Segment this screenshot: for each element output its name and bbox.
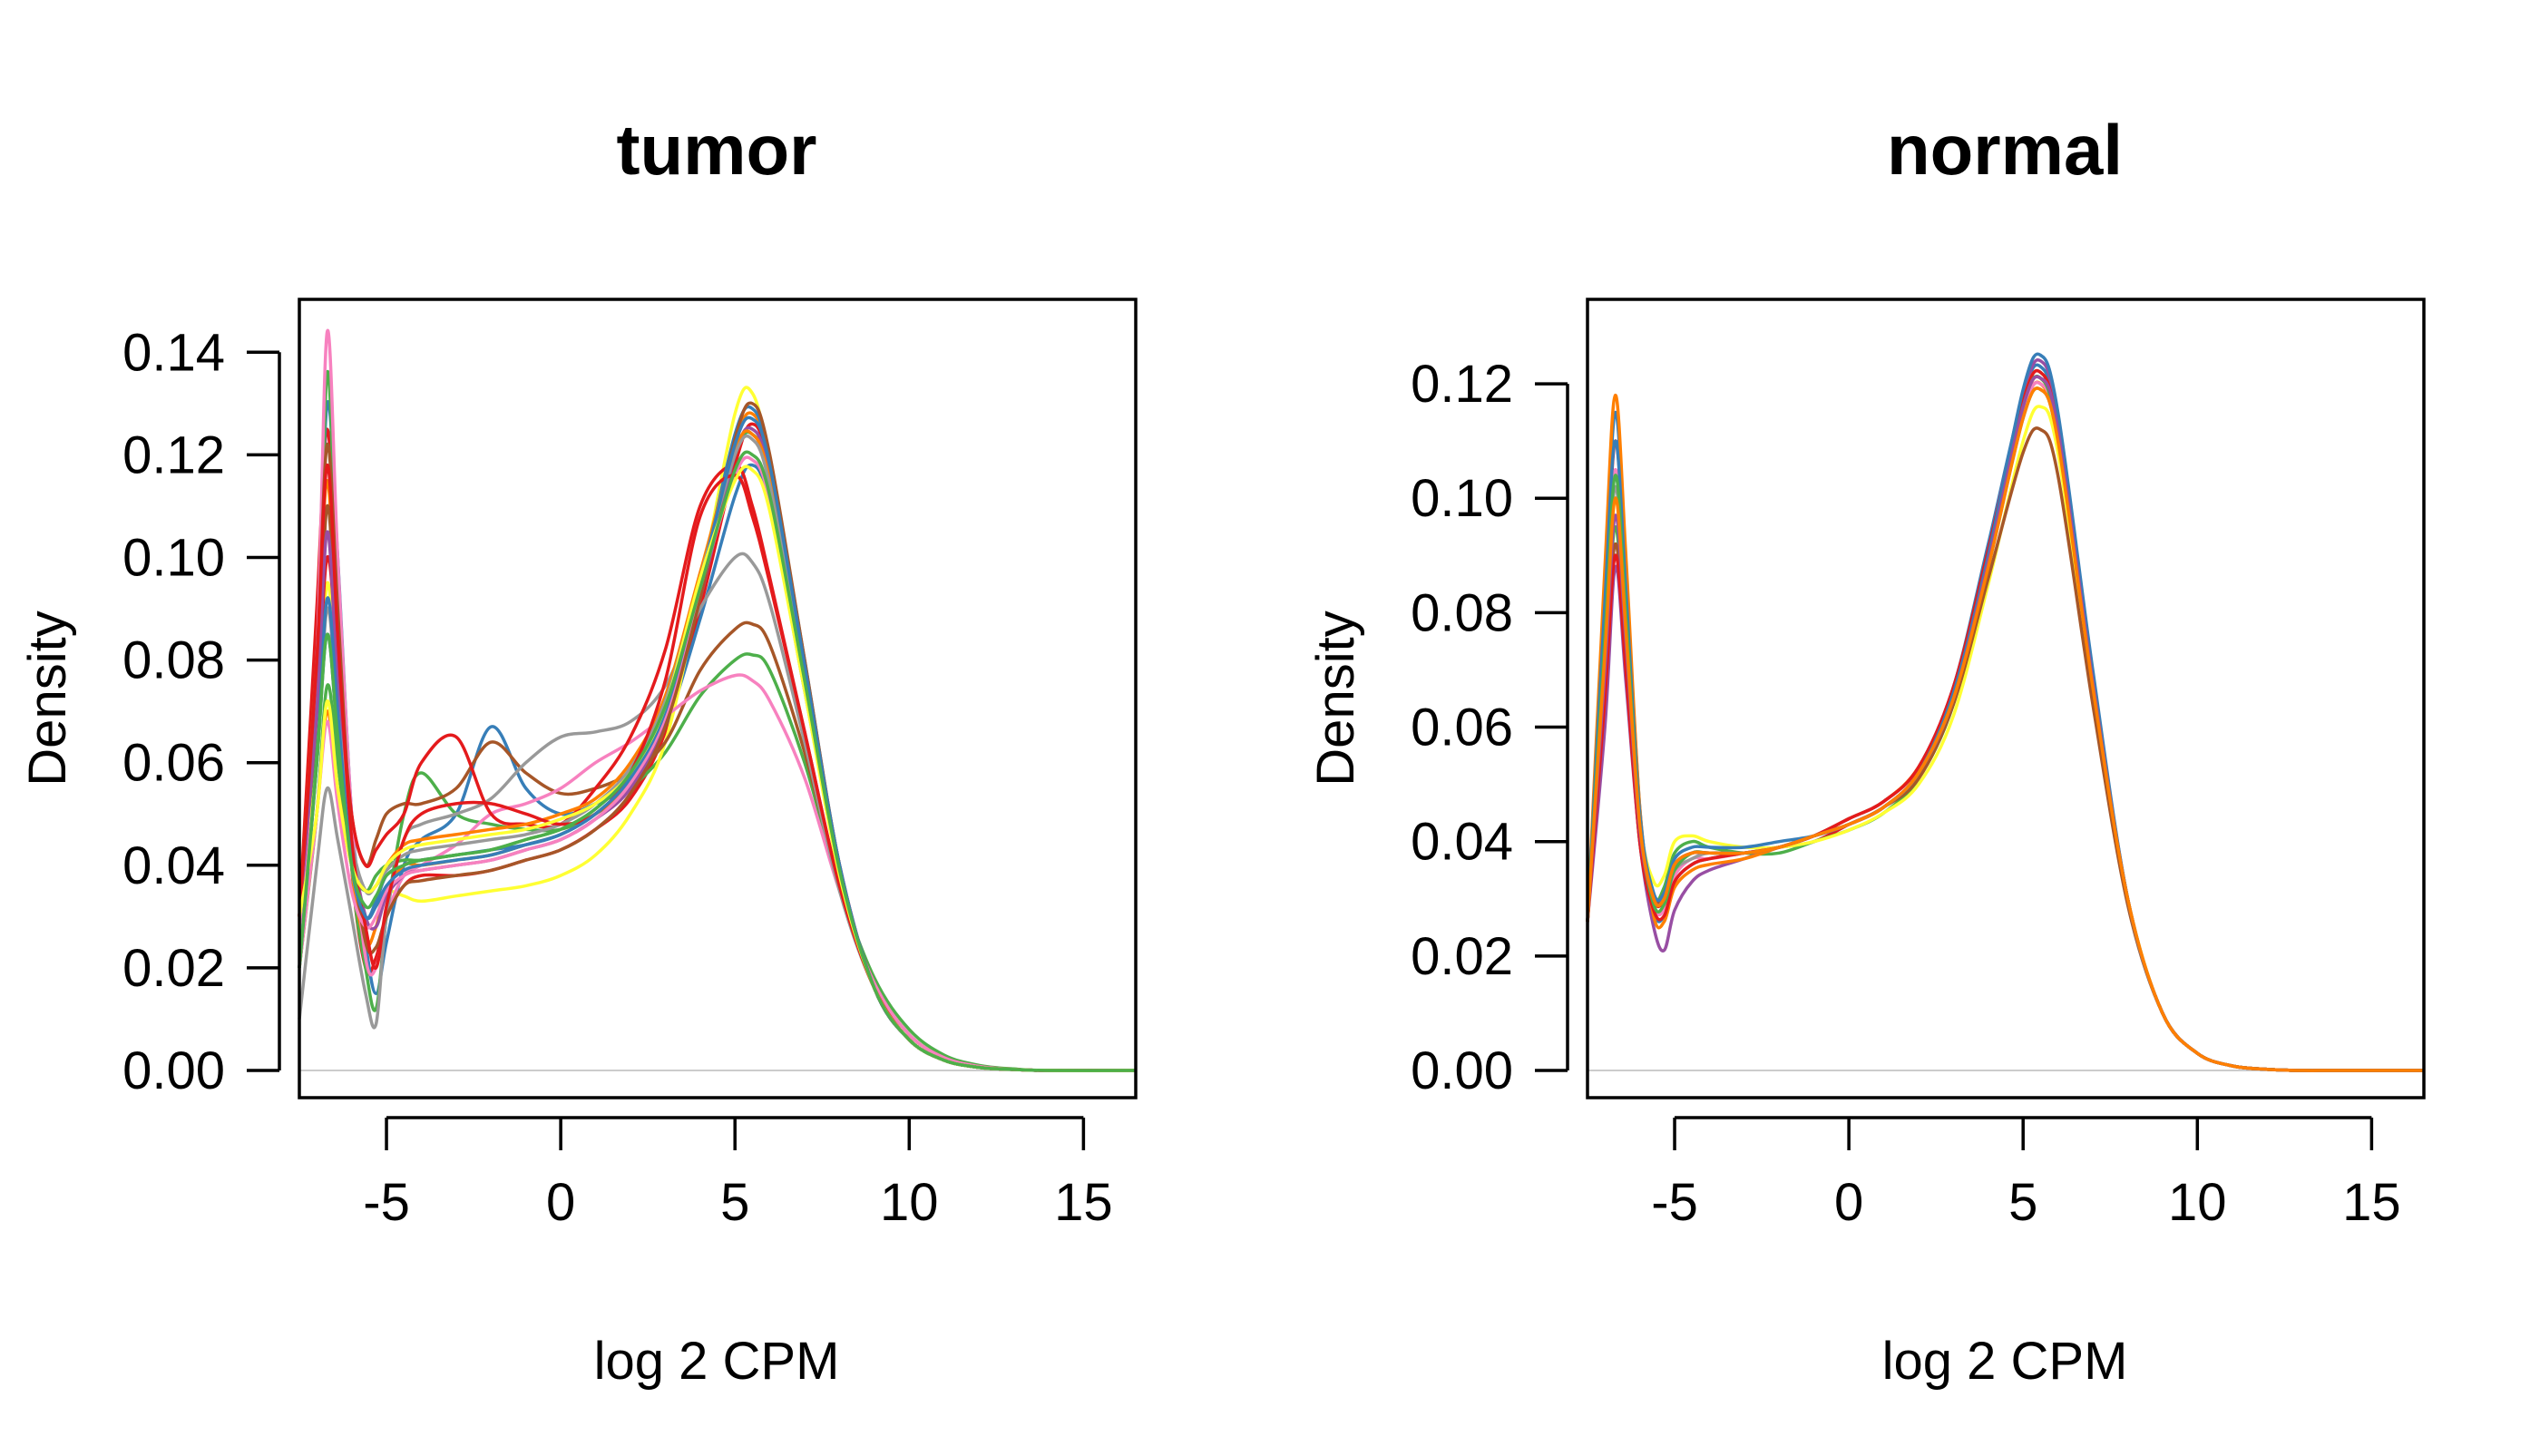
y-tick-label: 0.10 xyxy=(122,528,225,587)
density-line-20 xyxy=(298,450,1137,1072)
x-tick-label: 10 xyxy=(880,1173,939,1232)
y-tick-label: 0.04 xyxy=(1411,813,1513,872)
y-tick-label: 0.00 xyxy=(122,1041,225,1100)
series-layer xyxy=(1586,352,2424,1072)
density-line-7 xyxy=(298,328,1137,1072)
y-tick-label: 0.02 xyxy=(1411,927,1513,986)
x-tick-label: 10 xyxy=(2168,1173,2227,1232)
y-tick-label: 0.06 xyxy=(1411,699,1513,757)
y-tick-label: 0.14 xyxy=(122,323,225,382)
x-axis-label: log 2 CPM xyxy=(594,1332,840,1391)
x-tick-label: 0 xyxy=(1834,1173,1863,1232)
y-tick-label: 0.08 xyxy=(1411,583,1513,642)
x-tick-label: 15 xyxy=(1054,1173,1113,1232)
x-axis: -5 0 5 10 15 xyxy=(1651,1116,2401,1232)
x-tick-label: -5 xyxy=(1651,1173,1698,1232)
y-tick-label: 0.00 xyxy=(1411,1041,1513,1100)
y-tick-label: 0.12 xyxy=(1411,355,1513,414)
x-tick-label: 15 xyxy=(2342,1173,2401,1232)
panel-title: normal xyxy=(1887,110,2123,190)
y-tick-label: 0.04 xyxy=(122,836,225,895)
panel-title: tumor xyxy=(617,110,817,190)
x-tick-label: 0 xyxy=(546,1173,575,1232)
plot-frame xyxy=(1586,298,2426,1099)
y-axis-label: Density xyxy=(18,611,77,786)
x-axis: -5 0 5 10 15 xyxy=(363,1116,1113,1232)
y-axis: 0.00 0.02 0.04 0.06 0.08 0.10 0.12 xyxy=(1411,355,1569,1100)
y-axis-label: Density xyxy=(1306,611,1365,786)
x-tick-label: -5 xyxy=(363,1173,410,1232)
y-tick-label: 0.10 xyxy=(1411,469,1513,528)
x-tick-label: 5 xyxy=(2008,1173,2037,1232)
x-tick-label: 5 xyxy=(720,1173,749,1232)
y-tick-label: 0.08 xyxy=(122,631,225,690)
panel-normal: normal -5 0 5 10 15 0.00 0.02 0.04 0.06 0.08 0.10… xyxy=(1306,110,2426,1391)
y-tick-label: 0.12 xyxy=(122,425,225,484)
plot-frame xyxy=(298,298,1138,1099)
y-axis: 0.00 0.02 0.04 0.06 0.08 0.10 0.12 0.14 xyxy=(122,323,281,1100)
density-line-14 xyxy=(1586,386,2424,1072)
panel-tumor: tumor -5 0 5 10 15 0.000.020.040.060.080.100… xyxy=(18,110,1138,1391)
y-tick-label: 0.06 xyxy=(122,734,225,793)
series-layer xyxy=(298,328,1137,1072)
y-tick-label: 0.02 xyxy=(122,939,225,998)
x-axis-label: log 2 CPM xyxy=(1882,1332,2128,1391)
